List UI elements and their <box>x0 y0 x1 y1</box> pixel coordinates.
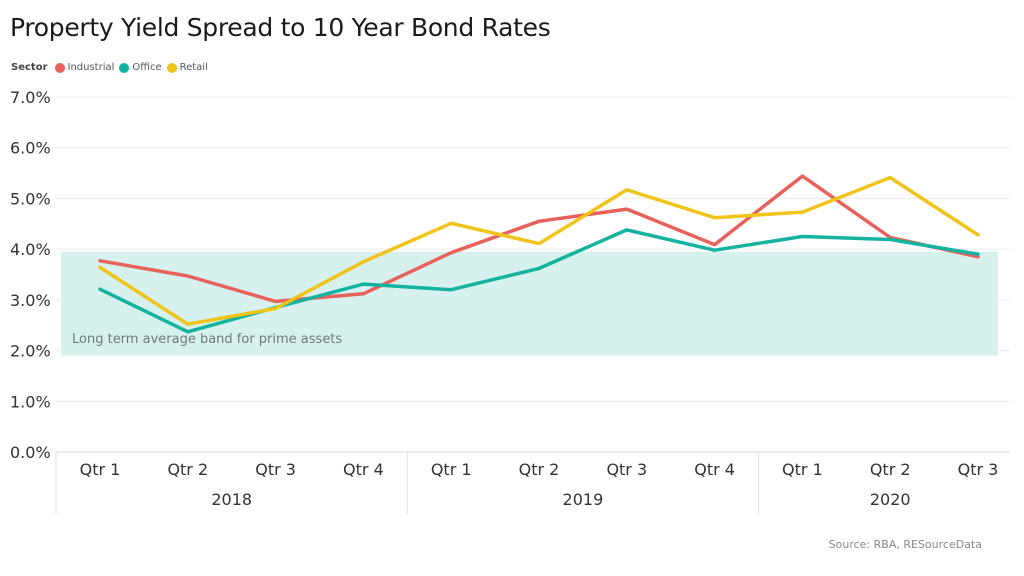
legend-item-retail[interactable]: Retail <box>166 62 208 73</box>
x-tick-label: Qtr 3 <box>606 460 647 479</box>
legend-label-retail: Retail <box>179 62 208 73</box>
x-tick-label: Qtr 4 <box>343 460 384 479</box>
legend-item-office[interactable]: Office <box>119 62 162 73</box>
y-tick-label: 2.0% <box>10 342 51 361</box>
chart-title: Property Yield Spread to 10 Year Bond Ra… <box>10 13 551 42</box>
x-tick-label: Qtr 2 <box>519 460 560 479</box>
series-line-industrial[interactable] <box>98 174 980 304</box>
y-tick-label: 7.0% <box>10 88 51 107</box>
series-line-office[interactable] <box>98 228 980 334</box>
legend-item-industrial[interactable]: Industrial <box>54 62 115 73</box>
y-tick-label: 3.0% <box>10 291 51 310</box>
x-group-label: 2020 <box>870 490 911 509</box>
x-tick-label: Qtr 2 <box>167 460 208 479</box>
x-tick-label: Qtr 4 <box>694 460 735 479</box>
series-line-retail[interactable] <box>98 175 980 326</box>
y-tick-label: 0.0% <box>10 443 51 462</box>
legend-dot-industrial <box>54 62 65 73</box>
x-tick-label: Qtr 1 <box>431 460 472 479</box>
band-label: Long term average band for prime assets <box>72 332 342 347</box>
legend-label-office: Office <box>132 62 162 73</box>
x-group-label: 2019 <box>563 490 604 509</box>
legend-label-industrial: Industrial <box>67 62 115 73</box>
legend-dot-retail <box>166 62 177 73</box>
x-tick-label: Qtr 3 <box>958 460 999 479</box>
x-tick-label: Qtr 3 <box>255 460 296 479</box>
y-tick-label: 6.0% <box>10 139 51 158</box>
legend-title: Sector <box>11 62 48 73</box>
x-tick-label: Qtr 1 <box>80 460 121 479</box>
source-note: Source: RBA, RESourceData <box>828 538 982 551</box>
y-tick-label: 4.0% <box>10 240 51 259</box>
legend: Sector Industrial Office Retail <box>11 62 213 73</box>
y-tick-label: 1.0% <box>10 392 51 411</box>
x-group-label: 2018 <box>211 490 252 509</box>
x-tick-label: Qtr 1 <box>782 460 823 479</box>
legend-dot-office <box>119 62 130 73</box>
y-tick-label: 5.0% <box>10 189 51 208</box>
x-tick-label: Qtr 2 <box>870 460 911 479</box>
